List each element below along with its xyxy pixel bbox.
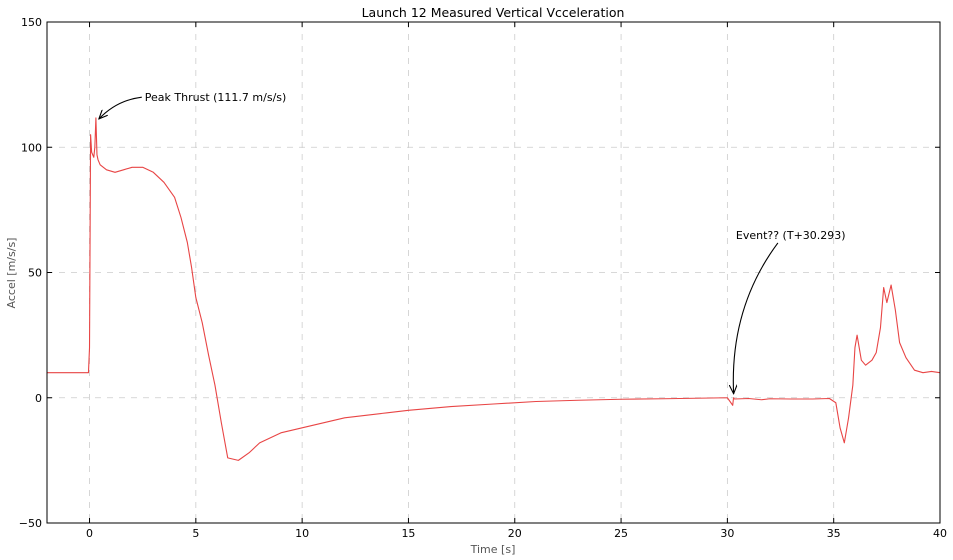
series-layer xyxy=(47,117,941,461)
y-tick-label-0: −50 xyxy=(19,517,42,530)
x-tick-label-0: 0 xyxy=(86,527,93,540)
x-tick-label-4: 20 xyxy=(508,527,522,540)
annotation-text-0: Peak Thrust (111.7 m/s/s) xyxy=(145,91,287,104)
y-tick-label-4: 150 xyxy=(21,16,42,29)
annotation-arrow-0 xyxy=(99,96,142,119)
x-tick-label-8: 40 xyxy=(933,527,947,540)
chart-title: Launch 12 Measured Vertical Vcceleration xyxy=(362,5,625,20)
x-tick-label-2: 10 xyxy=(295,527,309,540)
x-tick-label-7: 35 xyxy=(827,527,841,540)
annotation-arrow-1 xyxy=(733,242,779,394)
tick-layer: 0 5 10 15 20 25 30 35 40 −50 0 50 100 150 xyxy=(19,16,947,540)
x-tick-label-6: 30 xyxy=(720,527,734,540)
y-tick-label-1: 0 xyxy=(35,392,42,405)
series-line-0 xyxy=(47,117,941,461)
annotation-text-1: Event?? (T+30.293) xyxy=(736,229,846,242)
y-tick-label-3: 100 xyxy=(21,141,42,154)
y-tick-label-2: 50 xyxy=(28,267,42,280)
annotations: Peak Thrust (111.7 m/s/s) Event?? (T+30.2… xyxy=(99,91,846,394)
x-tick-label-3: 15 xyxy=(401,527,415,540)
x-tick-label-5: 25 xyxy=(614,527,628,540)
y-axis-label: Accel [m/s/s] xyxy=(5,238,18,309)
x-axis-label: Time [s] xyxy=(470,543,516,556)
x-tick-label-1: 5 xyxy=(192,527,199,540)
